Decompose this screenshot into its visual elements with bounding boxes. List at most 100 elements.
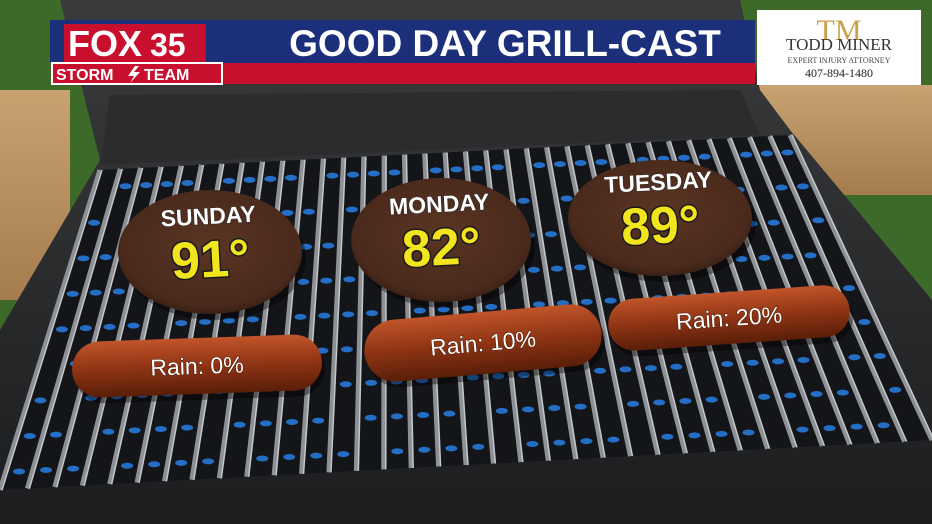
flame <box>340 346 353 353</box>
flame <box>246 316 259 323</box>
flame <box>775 184 788 191</box>
flame <box>533 162 546 169</box>
flame <box>858 319 871 326</box>
flame <box>698 153 711 160</box>
grate-bar-highlight <box>330 157 347 473</box>
flame <box>767 219 780 226</box>
logo-box <box>64 24 206 62</box>
flame <box>302 208 315 215</box>
patty <box>118 190 302 314</box>
flame <box>119 183 132 190</box>
flame <box>532 301 545 308</box>
sausage: Rain: 20% <box>608 285 854 357</box>
grate-bar <box>544 146 606 459</box>
logo-channel: 35 <box>150 27 186 63</box>
flame <box>318 312 331 319</box>
flame <box>873 352 886 359</box>
flame <box>243 176 256 183</box>
flame <box>522 406 535 413</box>
sausage: Rain: 0% <box>72 334 326 404</box>
grate-bar <box>503 149 551 461</box>
grate-bar <box>299 158 326 474</box>
flame <box>644 365 657 372</box>
flame <box>437 306 450 313</box>
flame <box>297 278 310 285</box>
lightning-icon <box>128 66 140 83</box>
patty <box>568 160 752 276</box>
flame <box>450 166 463 173</box>
grate-bar <box>25 168 123 490</box>
flame <box>89 289 102 296</box>
flame <box>772 358 785 365</box>
flame <box>679 398 692 405</box>
flame <box>256 455 269 462</box>
flame <box>320 277 333 284</box>
flame <box>848 354 861 361</box>
flame <box>607 436 620 443</box>
flame <box>517 371 530 378</box>
flame <box>781 253 794 260</box>
flame <box>264 175 277 182</box>
flame <box>79 325 92 332</box>
flame <box>367 170 380 177</box>
flame <box>784 392 797 399</box>
flame <box>758 393 771 400</box>
temperature: 82° <box>401 217 483 279</box>
grate-bar-highlight <box>302 158 326 474</box>
grate-bar-highlight <box>1 169 103 491</box>
flame <box>746 359 759 366</box>
title-underbar <box>220 63 755 84</box>
grate-bar <box>523 147 579 460</box>
flame <box>418 446 431 453</box>
flame <box>13 468 26 475</box>
flame <box>88 219 101 226</box>
flame <box>388 169 401 176</box>
flame <box>715 430 728 437</box>
flame <box>653 399 666 406</box>
flame <box>286 418 299 425</box>
flame <box>889 386 902 393</box>
flame <box>823 425 836 432</box>
flame <box>461 305 474 312</box>
sausage-body <box>72 334 322 398</box>
flame <box>661 433 674 440</box>
flame <box>810 391 823 398</box>
flame <box>574 264 587 271</box>
flame <box>626 400 639 407</box>
flame <box>343 276 356 283</box>
flame <box>526 441 539 448</box>
grate-bar-highlight <box>28 168 124 489</box>
flame <box>877 422 890 429</box>
flame <box>429 167 442 174</box>
flame <box>543 370 556 377</box>
flame <box>326 172 339 179</box>
flame <box>347 171 360 178</box>
flame <box>527 266 540 273</box>
flame <box>222 317 235 324</box>
flame <box>99 254 112 261</box>
grate-bar <box>0 169 103 491</box>
flame <box>128 427 141 434</box>
flame <box>619 366 632 373</box>
flame <box>339 381 352 388</box>
flame <box>23 432 36 439</box>
rain-label: Rain: 0% <box>150 351 244 380</box>
flame <box>40 467 53 474</box>
flame <box>742 429 755 436</box>
flame <box>175 459 188 466</box>
flame <box>259 420 272 427</box>
grate-bar <box>271 159 306 476</box>
grate-bar-highlight <box>275 159 306 476</box>
grill-lid-edge <box>100 90 760 165</box>
flame <box>233 421 246 428</box>
sausage-body <box>608 285 850 351</box>
flame <box>112 288 125 295</box>
flame <box>705 396 718 403</box>
flame <box>740 151 753 158</box>
flame <box>670 363 683 370</box>
grate-bar-highlight <box>507 149 551 461</box>
flame <box>337 451 350 458</box>
flame <box>812 217 825 224</box>
flame <box>365 379 378 386</box>
flame <box>594 367 607 374</box>
